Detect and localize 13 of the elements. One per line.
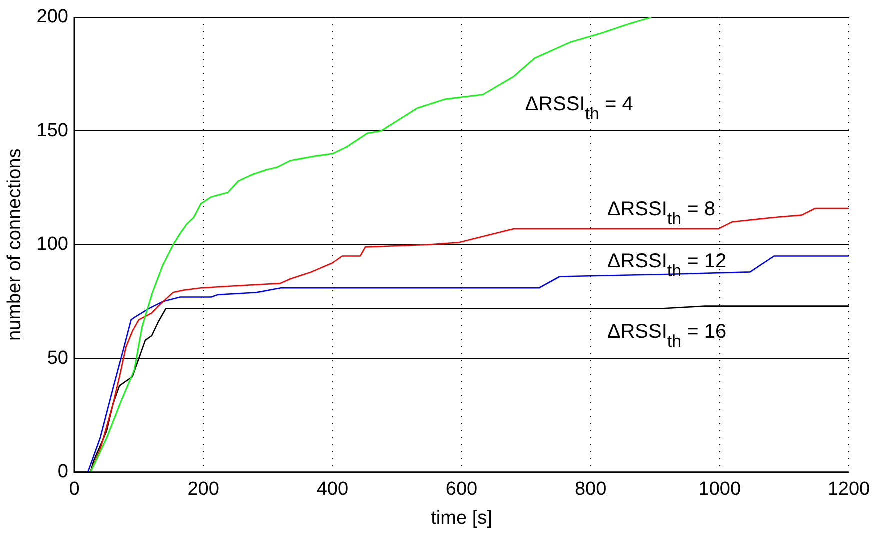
y-tick-label: 200	[36, 6, 68, 28]
y-tick-label: 50	[47, 348, 68, 369]
x-axis-title: time [s]	[431, 508, 492, 529]
y-tick-label: 150	[36, 120, 68, 142]
y-tick-label: 100	[36, 234, 68, 256]
x-tick-label: 400	[316, 479, 349, 500]
x-tick-label: 1200	[828, 479, 870, 500]
x-tick-label: 200	[188, 479, 220, 500]
y-tick-label: 0	[58, 462, 68, 483]
x-tick-label: 1000	[698, 479, 742, 500]
x-tick-label: 600	[446, 479, 478, 500]
y-axis-title: number of connections	[4, 148, 26, 342]
x-tick-label: 800	[574, 479, 607, 500]
